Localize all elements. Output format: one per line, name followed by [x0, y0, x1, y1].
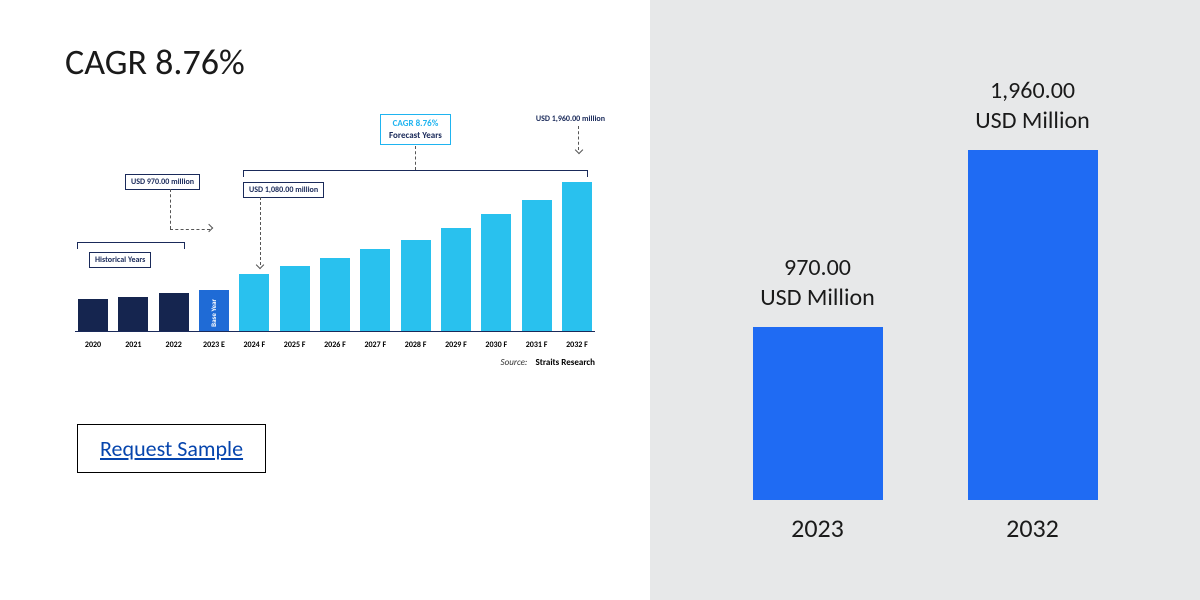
xlabel-2024F: 2024 F	[236, 340, 272, 350]
bar-2031F	[522, 200, 552, 331]
xlabel-2029F: 2029 F	[438, 340, 474, 350]
bar-2021	[118, 297, 148, 331]
bar-col-2024F	[236, 274, 272, 331]
big-xlabel-2023: 2023	[740, 512, 895, 544]
bar-col-2028F	[398, 240, 434, 331]
bar-2029F	[441, 228, 471, 331]
xlabel-2022: 2022	[156, 340, 192, 350]
cagr-box-line1: CAGR 8.76%	[389, 118, 442, 130]
xlabel-2023E: 2023 E	[196, 340, 232, 350]
bar-2024F	[239, 274, 269, 331]
xlabel-2028F: 2028 F	[398, 340, 434, 350]
big-bar-col-2023: 970.00USD Million	[740, 253, 895, 500]
bar-2025F	[280, 266, 310, 331]
source-line: Source: Straits Research	[501, 357, 595, 368]
bar-2028F	[401, 240, 431, 331]
base-year-label: Base Year	[209, 299, 218, 327]
bar-col-2032F	[559, 182, 595, 331]
xlabel-2030F: 2030 F	[478, 340, 514, 350]
source-label: Source:	[501, 357, 528, 368]
big-bar-2032	[968, 150, 1098, 500]
arrowhead-1960	[575, 146, 583, 154]
big-bar-col-2032: 1,960.00USD Million	[955, 76, 1110, 500]
bar-col-2031F	[519, 200, 555, 331]
bar-2027F	[360, 249, 390, 331]
big-chart-xlabels: 2023 2032	[740, 512, 1110, 544]
bar-col-2027F	[357, 249, 393, 331]
xlabel-2025F: 2025 F	[277, 340, 313, 350]
right-panel: 970.00USD Million 1,960.00USD Million 202…	[650, 0, 1200, 600]
small-chart-bars: Base Year	[75, 172, 595, 332]
small-chart-xlabels: 2020 2021 2022 2023 E 2024 F 2025 F 2026 F 2027…	[75, 340, 595, 350]
cagr-title: CAGR 8.76%	[65, 40, 620, 84]
bar-2026F	[320, 258, 350, 331]
forecast-bracket-uptick	[415, 146, 416, 170]
bar-2032F	[562, 182, 592, 331]
xlabel-2032F: 2032 F	[559, 340, 595, 350]
bar-2020	[78, 299, 108, 331]
bar-2023E: Base Year	[199, 290, 229, 331]
bar-col-2030F	[478, 214, 514, 331]
xlabel-2027F: 2027 F	[357, 340, 393, 350]
big-value-label-2032: 1,960.00USD Million	[975, 76, 1089, 136]
left-panel: CAGR 8.76% Historical Years USD 970.00 m…	[0, 0, 650, 600]
bar-col-2022	[156, 293, 192, 331]
xlabel-2031F: 2031 F	[519, 340, 555, 350]
big-comparison-chart: 970.00USD Million 1,960.00USD Million 202…	[690, 20, 1160, 560]
xlabel-2026F: 2026 F	[317, 340, 353, 350]
small-forecast-chart: Historical Years USD 970.00 million USD …	[65, 134, 605, 364]
cagr-box-line2: Forecast Years	[389, 130, 442, 142]
callout-usd-1960: USD 1,960.00 million	[536, 114, 605, 124]
bar-2030F	[481, 214, 511, 331]
bar-col-2025F	[277, 266, 313, 331]
xlabel-2021: 2021	[115, 340, 151, 350]
bar-col-2029F	[438, 228, 474, 331]
cagr-forecast-box: CAGR 8.76% Forecast Years	[380, 114, 451, 145]
big-xlabel-2032: 2032	[955, 512, 1110, 544]
bar-2022	[159, 293, 189, 331]
source-value: Straits Research	[536, 357, 595, 368]
bar-col-2026F	[317, 258, 353, 331]
big-chart-bars: 970.00USD Million 1,960.00USD Million	[740, 50, 1110, 500]
big-value-label-2023: 970.00USD Million	[760, 253, 874, 313]
request-sample-button[interactable]: Request Sample	[77, 424, 266, 473]
bar-col-2021	[115, 297, 151, 331]
bar-col-2023E: Base Year	[196, 290, 232, 331]
xlabel-2020: 2020	[75, 340, 111, 350]
bar-col-2020	[75, 299, 111, 331]
big-bar-2023	[753, 327, 883, 500]
